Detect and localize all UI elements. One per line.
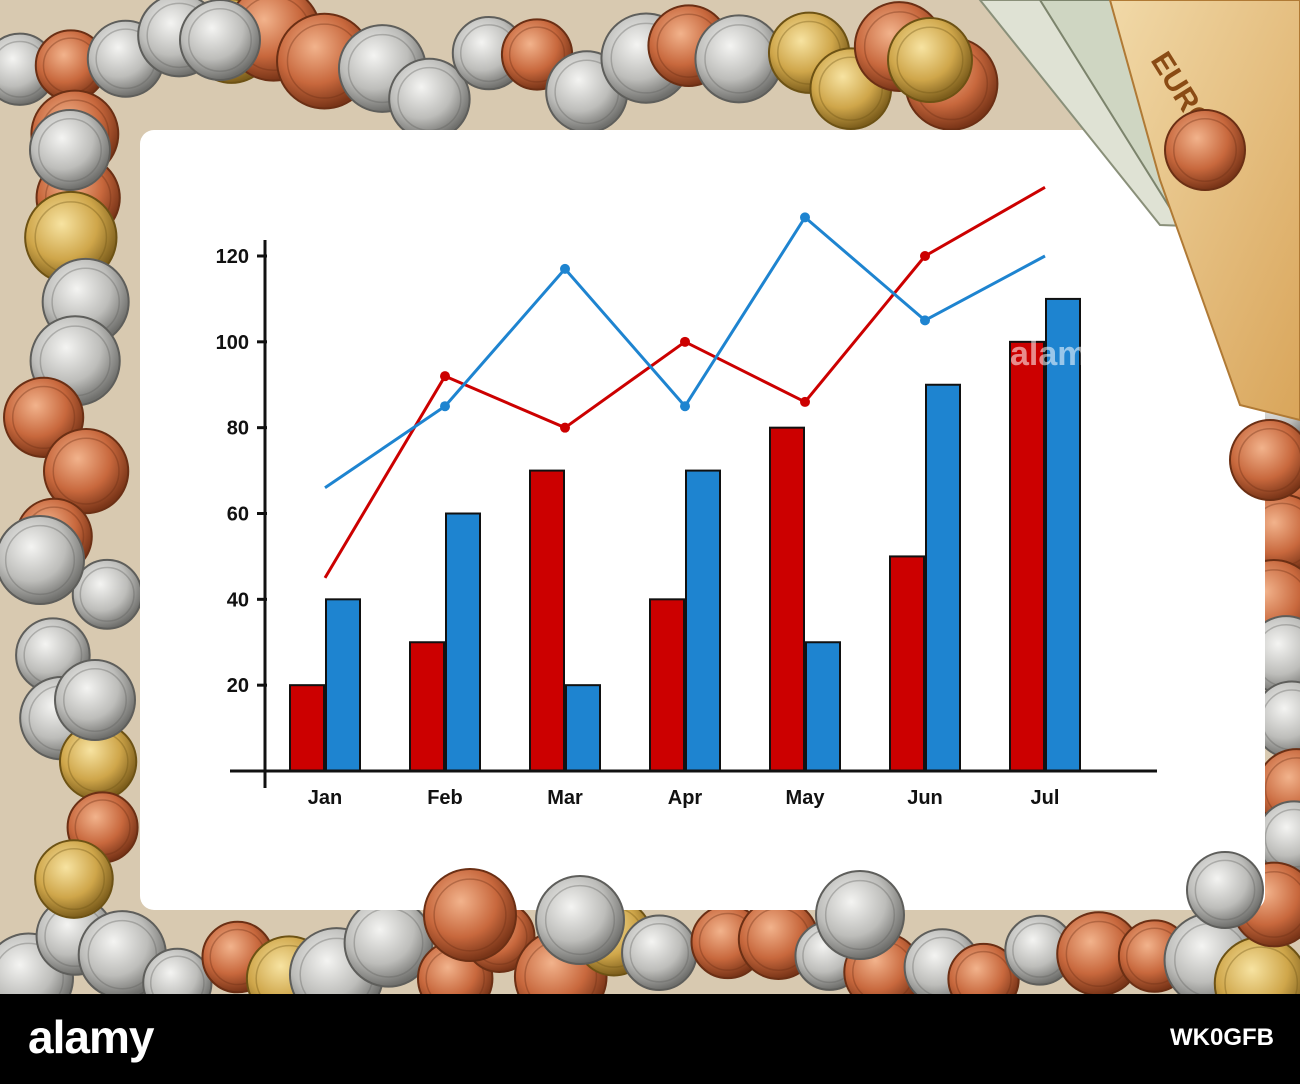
x-tick-label: May <box>786 787 826 809</box>
y-tick-label: 100 <box>216 332 249 354</box>
coin-rim <box>824 879 896 951</box>
coin-rim <box>508 26 566 83</box>
coin <box>0 515 85 605</box>
coin <box>887 17 973 103</box>
x-tick-label: Feb <box>427 787 463 809</box>
watermark-overlay: alamy <box>1010 335 1107 373</box>
coin-rim <box>818 56 883 121</box>
x-tick-label: Mar <box>547 787 583 809</box>
coin <box>423 868 517 962</box>
coin-rim <box>188 8 252 72</box>
red-bar-jun <box>889 555 925 773</box>
x-tick-label: Jul <box>1031 787 1060 809</box>
coin-rim <box>79 566 135 622</box>
coin <box>54 659 136 741</box>
red-bar-feb <box>409 641 445 772</box>
y-tick-label: 120 <box>216 246 249 268</box>
coin-rim <box>63 668 127 732</box>
coin-rim <box>1194 859 1256 921</box>
blue-bar-may <box>805 641 841 772</box>
blue-line-point-feb <box>440 401 450 412</box>
red-line-point-mar <box>560 422 570 433</box>
blue-bar-feb <box>445 512 481 772</box>
coin-rim <box>433 878 507 952</box>
x-tick-label: Apr <box>668 787 703 809</box>
blue-line-point-may <box>800 212 810 223</box>
coin <box>621 914 698 992</box>
coin-rim <box>1238 428 1300 492</box>
coin <box>815 870 905 960</box>
red-line-point-apr <box>680 336 690 347</box>
y-tick-label: 20 <box>227 675 249 697</box>
y-tick-label: 40 <box>227 589 249 611</box>
blue-bar-mar <box>565 684 601 773</box>
coin <box>1186 851 1264 929</box>
red-line-point-feb <box>440 371 450 382</box>
x-tick-label: Jan <box>308 787 342 809</box>
x-tick-label: Jun <box>907 787 943 809</box>
coin-rim <box>52 437 120 505</box>
y-tick-label: 80 <box>227 418 249 440</box>
blue-line-point-jun <box>920 315 930 326</box>
coin <box>1229 419 1300 501</box>
red-line-point-may <box>800 396 810 407</box>
chart-area: 20 40 60 80 100 120 Jan Feb Mar Apr May Jun Jul <box>216 186 1157 809</box>
coin-rim <box>544 884 616 956</box>
blue-bar-jun <box>925 383 961 772</box>
coin <box>179 0 261 81</box>
watermark-image-id: WK0GFB <box>1170 1024 1274 1051</box>
coin <box>34 839 114 919</box>
red-bar-may <box>769 426 805 772</box>
coin-rim <box>11 385 76 450</box>
blue-line-point-mar <box>560 263 570 274</box>
coin-rim <box>896 26 964 94</box>
watermark-bar <box>0 994 1300 1084</box>
blue-bar-apr <box>685 469 721 772</box>
blue-bar-jul <box>1045 297 1081 772</box>
y-tick-label: 60 <box>227 504 249 526</box>
coin <box>1164 109 1246 191</box>
coin-rim <box>4 524 76 596</box>
coin-rim <box>629 922 690 983</box>
red-bar-mar <box>529 469 565 772</box>
coin <box>42 427 130 515</box>
blue-bar-jan <box>325 598 361 772</box>
red-bar-jan <box>289 684 325 773</box>
coin-rim <box>42 847 105 911</box>
watermark-logo: alamy <box>28 1011 154 1063</box>
coin <box>29 109 111 191</box>
red-bar-jul <box>1009 340 1045 772</box>
coin <box>535 875 625 965</box>
red-bar-apr <box>649 598 685 772</box>
red-line-point-jun <box>920 251 930 261</box>
coin-rim <box>87 919 158 990</box>
coin-rim <box>1173 118 1237 182</box>
coin-rim <box>38 118 102 182</box>
blue-line-point-apr <box>680 401 690 412</box>
